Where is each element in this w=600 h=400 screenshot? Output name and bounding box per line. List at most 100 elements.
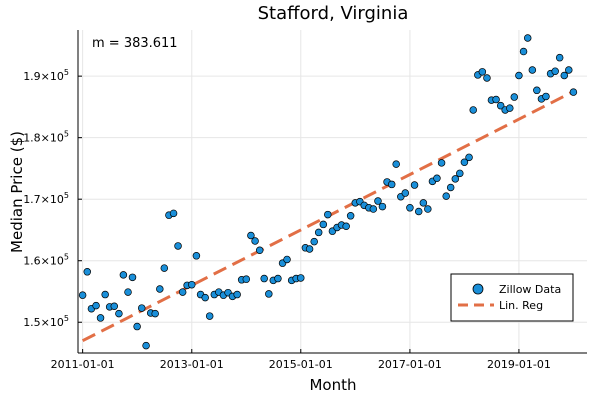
- data-point: [555, 53, 564, 62]
- data-point: [410, 181, 419, 189]
- y-tick-exponent: 5: [64, 68, 69, 77]
- data-point: [78, 291, 87, 299]
- data-point: [442, 192, 450, 200]
- data-point: [437, 159, 446, 167]
- x-tick-label: 2017-01-01: [378, 358, 442, 371]
- legend-marker-zillow: [472, 283, 484, 295]
- data-point: [265, 290, 273, 298]
- data-point: [460, 158, 469, 167]
- data-point: [233, 290, 241, 299]
- axes: 2011-01-01 2013-01-01 2015-01-01 2017-01-01…: [23, 30, 587, 371]
- data-point: [247, 231, 255, 240]
- data-point: [255, 246, 264, 255]
- data-point: [551, 67, 559, 75]
- data-points: [78, 34, 578, 350]
- data-point: [160, 264, 169, 272]
- data-point: [156, 285, 164, 293]
- data-point: [419, 199, 428, 207]
- data-point: [133, 322, 141, 331]
- x-tick-label: 2019-01-01: [487, 358, 551, 371]
- data-point: [542, 92, 550, 101]
- data-point: [174, 242, 182, 250]
- data-point: [569, 88, 578, 96]
- data-point: [101, 290, 109, 299]
- chart-title: Stafford, Virginia: [258, 3, 409, 24]
- data-point: [92, 301, 100, 310]
- data-point: [201, 293, 209, 302]
- data-point: [483, 74, 491, 82]
- data-point: [478, 68, 487, 76]
- data-point: [506, 104, 514, 112]
- data-point: [406, 204, 414, 212]
- data-point: [392, 160, 400, 168]
- y-tick-mantissa: 1.7×10: [23, 193, 64, 206]
- data-point: [560, 71, 569, 80]
- y-tick-mantissa: 1.9×10: [23, 70, 64, 83]
- y-tick-exponent: 5: [64, 314, 69, 323]
- y-tick-mantissa: 1.6×10: [23, 255, 64, 268]
- slope-annotation: m = 383.611: [92, 36, 178, 51]
- data-point: [387, 180, 396, 189]
- data-point: [297, 274, 305, 282]
- data-point: [515, 71, 523, 80]
- y-tick-exponent: 5: [64, 130, 69, 139]
- data-point: [496, 101, 505, 110]
- y-axis-label: Median Price ($): [8, 131, 26, 253]
- data-point: [314, 228, 323, 237]
- data-point: [456, 169, 464, 178]
- y-tick-exponent: 5: [64, 253, 69, 262]
- data-point: [451, 175, 460, 183]
- y-tick-mantissa: 1.8×10: [23, 132, 64, 145]
- y-tick-label: 1.8×105: [23, 130, 69, 145]
- data-point: [192, 252, 201, 260]
- data-point: [188, 280, 196, 289]
- y-tick-mantissa: 1.5×10: [23, 316, 64, 329]
- data-point: [242, 275, 251, 283]
- data-point: [260, 274, 268, 283]
- data-point: [83, 268, 92, 276]
- x-tick-label: 2013-01-01: [160, 358, 224, 371]
- data-point: [519, 47, 528, 56]
- data-point: [374, 197, 382, 205]
- x-tick-label: 2015-01-01: [269, 358, 333, 371]
- data-point: [115, 309, 123, 318]
- data-point: [378, 202, 387, 211]
- y-tick-exponent: 5: [64, 191, 69, 200]
- data-point: [124, 288, 132, 296]
- y-tick-label: 1.5×105: [23, 314, 69, 329]
- legend: Zillow Data Lin. Reg: [450, 273, 574, 322]
- data-point: [119, 271, 128, 279]
- data-point: [523, 34, 532, 42]
- data-point: [96, 314, 105, 322]
- data-point: [510, 93, 519, 101]
- y-tick-label: 1.7×105: [23, 191, 69, 206]
- data-point: [274, 274, 282, 283]
- data-point: [138, 304, 146, 312]
- data-point: [528, 66, 537, 74]
- data-point: [169, 209, 178, 218]
- data-point: [565, 66, 573, 74]
- x-axis-label: Month: [309, 376, 356, 394]
- data-point: [283, 255, 291, 264]
- data-point: [533, 86, 541, 95]
- data-point: [110, 302, 119, 310]
- data-point: [424, 205, 432, 213]
- grid-lines: [78, 30, 587, 353]
- data-point: [305, 245, 314, 253]
- data-point: [151, 309, 159, 318]
- data-point: [492, 95, 500, 104]
- x-tick-label: 2011-01-01: [51, 358, 115, 371]
- legend-label-zillow: Zillow Data: [499, 283, 561, 296]
- data-point: [342, 222, 350, 231]
- data-point: [401, 189, 410, 197]
- data-point: [324, 210, 332, 219]
- legend-label-linreg: Lin. Reg: [499, 299, 543, 312]
- data-point: [310, 237, 318, 246]
- y-tick-label: 1.6×105: [23, 253, 69, 268]
- data-point: [128, 273, 137, 282]
- data-point: [178, 288, 187, 296]
- data-point: [446, 183, 455, 192]
- data-point: [205, 312, 214, 320]
